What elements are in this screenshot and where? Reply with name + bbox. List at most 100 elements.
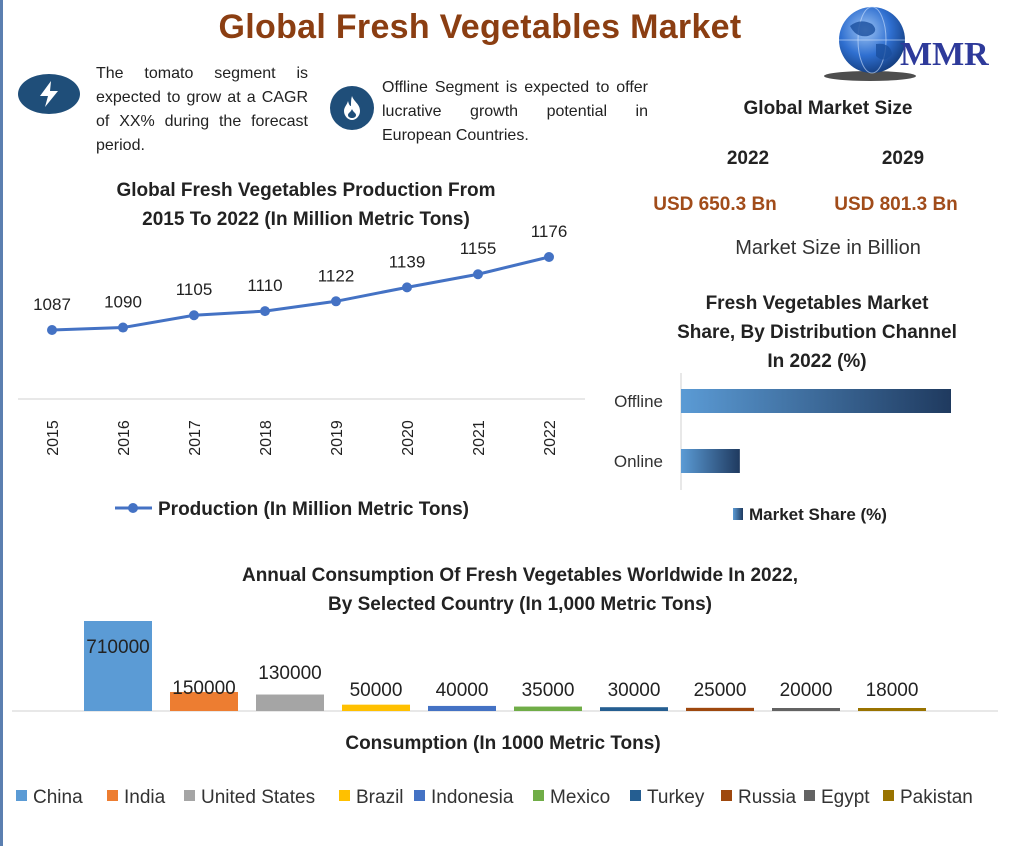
data-label: 30000 [608, 680, 661, 701]
data-label: 50000 [350, 680, 403, 701]
left-border [0, 0, 3, 846]
bar-united-states [256, 694, 324, 711]
data-label: 35000 [522, 680, 575, 701]
lightning-badge [18, 74, 80, 114]
bar-india [170, 691, 238, 711]
chart-title: Share, By Distribution Channel [677, 322, 957, 343]
data-point [473, 269, 483, 280]
chart-title: By Selected Country (In 1,000 Metric Ton… [328, 594, 712, 615]
legend-label: China [33, 787, 83, 808]
market-year-2022: 2022 [726, 148, 770, 169]
bar-pakistan [858, 708, 926, 711]
x-tick-label: 2015 [45, 420, 62, 456]
legend-swatch [16, 790, 27, 801]
legend-label: Production (In Million Metric Tons) [158, 499, 469, 520]
legend-label: Egypt [821, 787, 870, 808]
legend-label: Indonesia [431, 787, 514, 808]
bar-china [84, 621, 152, 711]
distribution-bar-chart: Fresh Vegetables Market Share, By Distrib… [614, 293, 957, 524]
data-label: 150000 [172, 678, 235, 699]
legend-swatch [184, 790, 195, 801]
x-tick-label: 2020 [400, 420, 417, 456]
data-point [118, 322, 128, 333]
chart-title: Annual Consumption Of Fresh Vegetables W… [242, 565, 798, 586]
category-label: Offline [614, 392, 663, 411]
data-label: 710000 [86, 637, 149, 658]
market-size-title: Global Market Size [743, 98, 913, 119]
x-tick-label: 2021 [471, 420, 488, 456]
callout-offline: Offline Segment is expected to offer luc… [330, 76, 648, 148]
x-tick-label: 2016 [116, 420, 133, 456]
data-label: 20000 [780, 680, 833, 701]
data-label: 1139 [389, 252, 426, 271]
category-label: Online [614, 452, 663, 471]
legend-label: Brazil [356, 787, 404, 808]
market-year-2029: 2029 [881, 148, 925, 169]
legend-label: Market Share (%) [749, 505, 887, 524]
data-label: 1155 [460, 239, 497, 258]
logo-text: MMR [900, 36, 989, 73]
market-size-note: Market Size in Billion [735, 237, 921, 259]
data-label: 1105 [176, 280, 213, 299]
logo [824, 6, 916, 81]
data-label: 1122 [318, 266, 355, 285]
data-label: 1090 [104, 293, 142, 312]
bar-offline [681, 389, 951, 413]
legend-swatch [414, 790, 425, 801]
flame-icon [344, 96, 360, 120]
data-point [47, 325, 57, 335]
consumption-bar-chart: Annual Consumption Of Fresh Vegetables W… [12, 565, 998, 808]
data-label: 1087 [33, 295, 71, 314]
data-label: 1110 [247, 276, 282, 295]
data-label: 40000 [436, 680, 489, 701]
legend-swatch [883, 790, 894, 801]
bar-egypt [772, 708, 840, 711]
chart-title: 2015 To 2022 (In Million Metric Tons) [142, 209, 470, 230]
legend-swatch [533, 790, 544, 801]
bar-brazil [342, 704, 410, 711]
legend-label: India [124, 787, 166, 808]
data-point [331, 296, 341, 307]
legend-swatch [733, 508, 743, 520]
chart-title: Global Fresh Vegetables Production From [116, 180, 495, 201]
page-title: Global Fresh Vegetables Market [218, 8, 742, 46]
callout-text: The tomato segment is expected to grow a… [96, 65, 308, 154]
series-line [51, 255, 550, 332]
bar-mexico [514, 706, 582, 711]
production-line-chart: Global Fresh Vegetables Production From 2… [18, 180, 585, 520]
x-tick-label: 2019 [329, 420, 346, 456]
legend-label: Russia [738, 787, 797, 808]
data-point [189, 310, 199, 321]
data-label: 25000 [694, 680, 747, 701]
legend-swatch [721, 790, 732, 801]
legend-label: Turkey [647, 787, 705, 808]
data-point [544, 252, 554, 262]
bar-russia [686, 707, 754, 711]
legend-swatch [630, 790, 641, 801]
data-label: 130000 [258, 663, 321, 684]
legend-label: Mexico [550, 787, 610, 808]
market-value-2029: USD 801.3 Bn [834, 194, 958, 215]
legend-label: United States [201, 787, 315, 808]
chart-title: In 2022 (%) [767, 351, 866, 372]
data-label: 1176 [531, 222, 568, 241]
x-tick-label: 2017 [187, 420, 204, 456]
callout-text: Offline Segment is expected to offer luc… [382, 79, 648, 144]
callout-tomato: The tomato segment is expected to grow a… [18, 62, 308, 158]
bar-indonesia [428, 705, 496, 711]
bar-online [681, 449, 740, 473]
x-axis-title: Consumption (In 1000 Metric Tons) [345, 733, 660, 754]
bar-turkey [600, 707, 668, 711]
chart-title: Fresh Vegetables Market [706, 293, 929, 314]
legend-swatch [804, 790, 815, 801]
x-tick-label: 2022 [542, 420, 559, 456]
x-tick-label: 2018 [258, 420, 275, 456]
legend-marker [128, 503, 138, 513]
data-point [260, 306, 270, 317]
market-value-2022: USD 650.3 Bn [653, 194, 777, 215]
data-label: 18000 [866, 680, 919, 701]
globe-icon [824, 6, 916, 81]
legend-swatch [107, 790, 118, 801]
legend-label: Pakistan [900, 787, 973, 808]
lightning-icon [40, 81, 58, 107]
